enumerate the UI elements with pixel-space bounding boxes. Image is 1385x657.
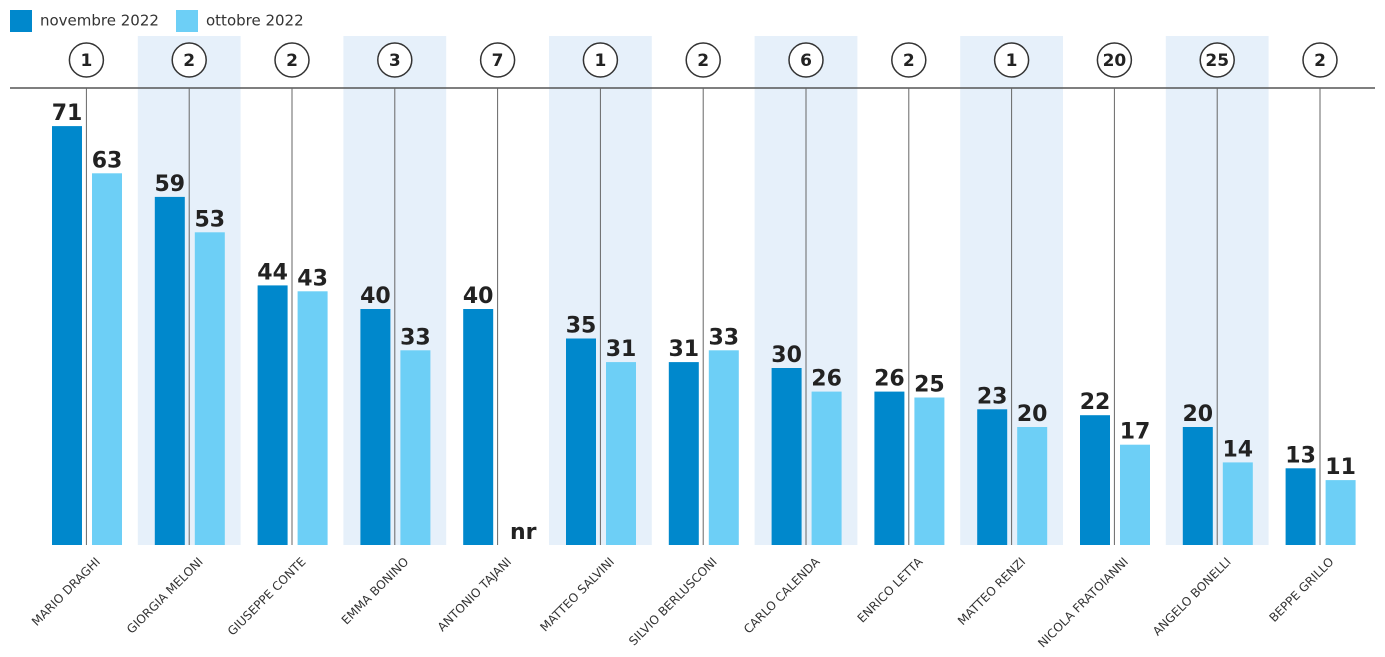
x-tick-label: SILVIO BERLUSCONI	[626, 555, 720, 649]
rank-label: 2	[903, 51, 915, 71]
value-label: 20	[1017, 402, 1048, 427]
bar	[914, 397, 945, 545]
x-tick-label: GIUSEPPE CONTE	[225, 555, 309, 639]
rank-circle	[993, 42, 1030, 78]
rank-circle	[377, 42, 413, 78]
bar	[194, 232, 225, 546]
bar	[1080, 415, 1110, 545]
rank-label: 1	[80, 51, 92, 71]
value-label: 23	[977, 384, 1008, 409]
rank-label: 1	[594, 51, 606, 71]
value-label: 11	[1325, 455, 1356, 480]
bar	[1285, 468, 1316, 545]
rank-label: 2	[697, 51, 709, 71]
bar	[52, 126, 82, 545]
rank-circle	[582, 42, 619, 78]
rank-label: 3	[389, 51, 401, 71]
value-label: 40	[360, 284, 391, 309]
value-label: 40	[463, 284, 494, 309]
value-label: 20	[1182, 402, 1213, 427]
x-tick-label: MATTEO RENZI	[955, 555, 1028, 628]
value-label: 59	[154, 172, 185, 197]
value-label: 13	[1285, 443, 1316, 468]
x-tick-label: EMMA BONINO	[339, 555, 412, 628]
value-label: 63	[92, 148, 123, 173]
value-label: 14	[1222, 437, 1253, 462]
bar	[811, 391, 842, 545]
legend-label: ottobre 2022	[206, 12, 304, 30]
value-label: 22	[1080, 390, 1111, 415]
rank-circle	[891, 42, 927, 78]
bar	[566, 338, 596, 545]
legend-swatch	[10, 10, 32, 32]
rank-label: 2	[183, 51, 195, 71]
x-tick-label: CARLO CALENDA	[741, 554, 823, 636]
rank-circle	[1199, 42, 1235, 78]
x-tick-label: ANGELO BONELLI	[1150, 555, 1234, 639]
x-tick-label: ENRICO LETTA	[855, 554, 926, 625]
value-label: nr	[510, 520, 537, 545]
value-label: 71	[52, 101, 83, 126]
value-label: 17	[1120, 420, 1151, 445]
rank-label: 2	[286, 51, 298, 71]
bar	[1325, 480, 1356, 545]
bar	[606, 362, 636, 545]
value-label: 43	[297, 266, 328, 291]
x-tick-label: MARIO DRAGHI	[29, 555, 103, 629]
value-label: 33	[400, 325, 431, 350]
rank-label: 25	[1205, 51, 1229, 71]
rank-circle	[788, 42, 824, 78]
rank-label: 6	[800, 51, 812, 71]
legend-swatch	[176, 10, 198, 32]
rank-circle	[274, 42, 310, 78]
bar	[1222, 462, 1253, 545]
value-label: 44	[257, 260, 288, 285]
legend-label: novembre 2022	[40, 12, 159, 30]
value-label: 33	[708, 325, 739, 350]
bar	[463, 309, 494, 545]
bar	[154, 196, 185, 545]
x-tick-label: ANTONIO TAJANI	[435, 555, 514, 634]
value-label: 30	[771, 343, 802, 368]
rank-circle	[68, 42, 105, 78]
bar	[92, 173, 122, 546]
rank-circle	[479, 42, 516, 78]
x-tick-label: GIORGIA MELONI	[124, 555, 206, 637]
x-tick-label: NICOLA FRATOIANNI	[1035, 555, 1131, 651]
rank-label: 1	[1006, 51, 1018, 71]
bar	[977, 409, 1008, 545]
bar	[874, 391, 905, 545]
rank-circle	[171, 42, 207, 78]
value-label: 26	[874, 367, 905, 392]
value-label: 26	[811, 367, 842, 392]
bar	[297, 291, 328, 545]
value-label: 25	[914, 373, 945, 398]
x-tick-label: BEPPE GRILLO	[1266, 555, 1336, 625]
rank-label: 7	[492, 51, 504, 71]
rank-circle	[1096, 42, 1133, 78]
rank-label: 20	[1103, 51, 1127, 71]
bar	[1017, 427, 1048, 545]
rank-circle	[1302, 42, 1338, 78]
bar	[708, 350, 739, 545]
rank-label: 2	[1314, 51, 1326, 71]
rank-circle	[685, 42, 721, 78]
bar	[771, 368, 802, 545]
x-tick-label: MATTEO SALVINI	[537, 555, 617, 635]
value-label: 53	[194, 207, 225, 232]
value-label: 35	[566, 314, 597, 339]
bar	[1182, 427, 1213, 545]
value-label: 31	[668, 337, 699, 362]
bar	[257, 285, 288, 545]
value-label: 31	[606, 337, 637, 362]
bar	[400, 350, 431, 545]
bar	[668, 362, 699, 545]
bar	[1120, 444, 1150, 545]
bar	[360, 309, 391, 545]
